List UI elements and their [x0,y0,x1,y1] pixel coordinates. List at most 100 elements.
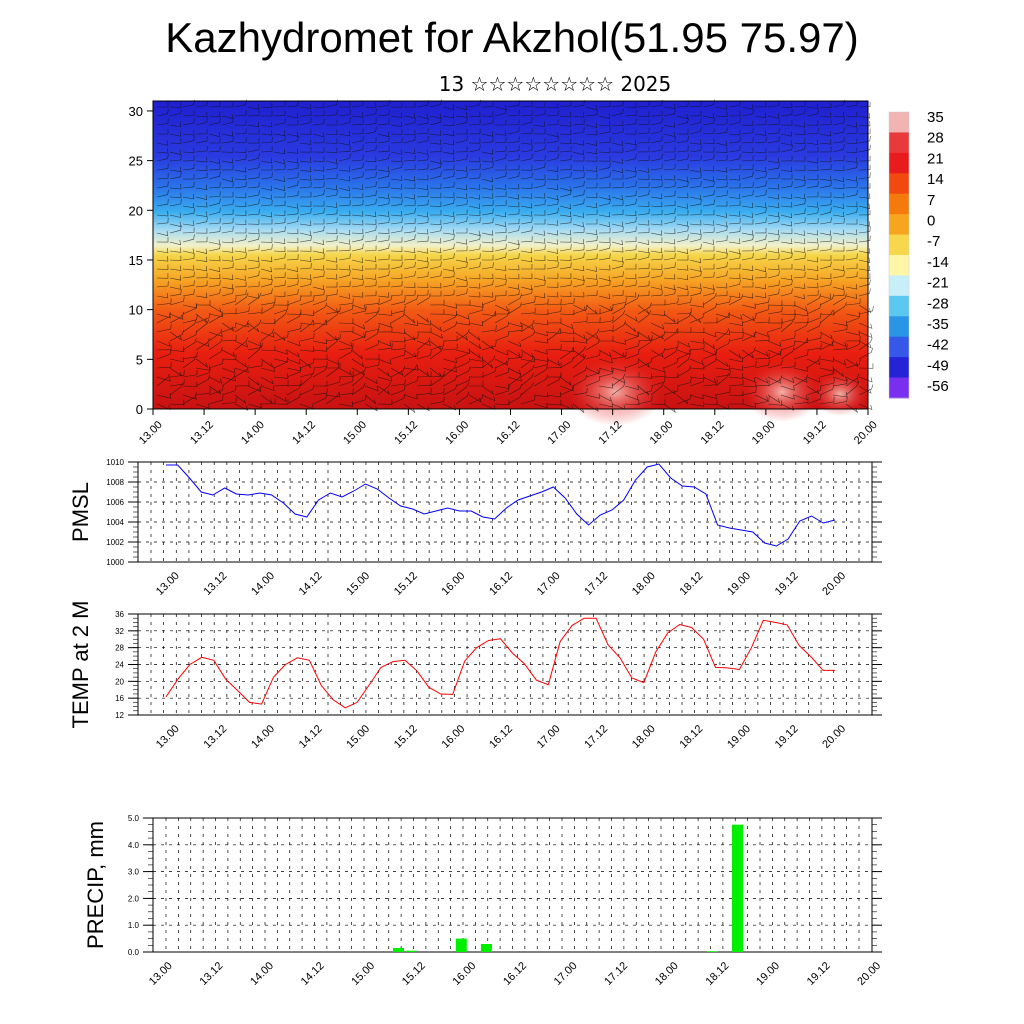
y-tick-label: 12 [115,711,124,720]
colorbar-label: 28 [927,130,944,147]
x-tick-label: 15.12 [392,419,420,447]
temp-ylabel: TEMP at 2 M [68,601,93,729]
temp-grid [138,614,872,715]
x-tick-label: 16.12 [487,723,515,751]
y-tick-label: 30 [129,104,143,119]
x-tick-label: 16.00 [440,723,468,751]
colorbar-label: 0 [927,213,935,230]
x-tick-label: 13.12 [202,570,230,598]
x-tick-label: 14.00 [249,570,277,598]
x-tick-label: 14.00 [239,419,267,447]
precip-bar [455,938,467,952]
temperature-field [153,101,868,409]
precip-ylabel: PRECIP, mm [83,821,108,949]
colorbar-label: 7 [927,192,935,209]
x-tick-label: 15.12 [392,723,420,751]
x-tick-label: 16.12 [494,419,522,447]
x-tick-label: 16.12 [501,960,529,988]
precip-bar [405,950,417,952]
x-tick-label: 14.00 [248,960,276,988]
x-tick-label: 19.00 [754,960,782,988]
precip-bar [706,951,718,952]
y-tick-label: 0.0 [128,948,140,957]
x-tick-label: 19.12 [805,960,833,988]
x-tick-label: 14.12 [297,723,325,751]
colorbar-swatch [889,336,909,358]
y-tick-label: 5.0 [128,814,140,823]
colorbar-swatch [889,357,909,379]
y-tick-label: 1010 [106,458,124,467]
x-tick-label: 15.12 [400,960,428,988]
colorbar-frame [888,111,910,399]
y-tick-label: 1006 [106,498,124,507]
x-tick-label: 17.12 [602,960,630,988]
colorbar-swatch [889,214,909,236]
y-tick-label: 0 [136,402,143,417]
x-tick-label: 15.00 [344,723,372,751]
x-tick-label: 14.12 [297,570,325,598]
colorbar-swatch [889,193,909,215]
x-tick-label: 18.12 [678,723,706,751]
x-tick-label: 18.12 [678,570,706,598]
x-tick-label: 15.00 [344,570,372,598]
x-tick-label: 16.00 [451,960,479,988]
x-tick-label: 13.00 [154,723,182,751]
colorbar-swatch [889,234,909,256]
x-tick-label: 18.00 [648,419,676,447]
y-tick-label: 3.0 [128,868,140,877]
pmsl-ylabel: PMSL [68,482,93,542]
temp-line [165,617,835,709]
x-tick-label: 15.00 [349,960,377,988]
x-tick-label: 19.00 [725,723,753,751]
x-tick-label: 18.12 [699,419,727,447]
precip-bar [393,948,404,952]
y-tick-label: 20 [129,203,143,218]
x-tick-label: 16.00 [443,419,471,447]
colorbar-label: -28 [927,295,949,312]
y-tick-label: 20 [115,677,124,686]
x-tick-label: 16.12 [487,570,515,598]
x-tick-label: 17.12 [582,723,610,751]
warm-core [744,362,820,422]
colorbar-swatch [889,255,909,276]
colorbar-swatch [889,112,909,133]
colorbar-swatch [889,295,909,317]
x-tick-label: 17.12 [582,570,610,598]
x-tick-label: 17.00 [535,723,563,751]
x-tick-label: 14.00 [249,723,277,751]
chart-subtitle: 13 ☆☆☆☆☆☆☆☆ 2025 [438,72,672,96]
x-tick-label: 20.00 [820,570,848,598]
x-tick-label: 13.12 [188,419,216,447]
x-tick-label: 19.00 [750,419,778,447]
chart-title: Kazhydromet for Akzhol(51.95 75.97) [165,14,859,61]
y-tick-label: 25 [129,154,143,169]
x-tick-label: 15.12 [392,570,420,598]
y-tick-label: 15 [129,253,143,268]
y-tick-label: 1000 [106,558,124,567]
colorbar-swatch [889,132,909,154]
colorbar-swatch [889,316,909,338]
y-tick-label: 1008 [106,478,124,487]
x-tick-label: 13.12 [198,960,226,988]
precip-bar [480,944,492,952]
y-tick-label: 2.0 [128,894,140,903]
y-tick-label: 1004 [106,518,124,527]
x-tick-label: 19.12 [773,570,801,598]
colorbar-label: 21 [927,150,944,167]
x-tick-label: 13.00 [137,419,165,447]
x-tick-label: 18.00 [630,723,658,751]
y-tick-label: 5 [136,352,143,367]
y-tick-label: 1002 [106,538,124,547]
x-tick-label: 18.00 [630,570,658,598]
colorbar-label: -56 [927,378,949,395]
x-tick-label: 20.00 [852,419,880,447]
y-tick-label: 1.0 [128,921,140,930]
precip-bar [732,824,743,952]
colorbar-label: -21 [927,275,949,292]
x-tick-label: 19.00 [725,570,753,598]
colorbar-label: -49 [927,357,949,374]
x-tick-label: 19.12 [773,723,801,751]
x-tick-label: 20.00 [820,723,848,751]
x-tick-label: 13.00 [154,570,182,598]
